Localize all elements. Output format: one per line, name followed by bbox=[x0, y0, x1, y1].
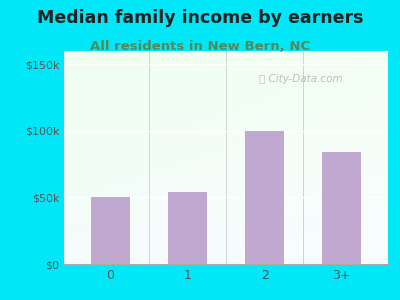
Bar bbox=[168, 192, 207, 264]
Text: All residents in New Bern, NC: All residents in New Bern, NC bbox=[90, 40, 310, 53]
Bar bbox=[322, 152, 361, 264]
Text: Ⓜ City-Data.com: Ⓜ City-Data.com bbox=[259, 74, 342, 84]
Bar bbox=[91, 197, 130, 264]
Bar bbox=[245, 131, 284, 264]
Text: Median family income by earners: Median family income by earners bbox=[37, 9, 363, 27]
